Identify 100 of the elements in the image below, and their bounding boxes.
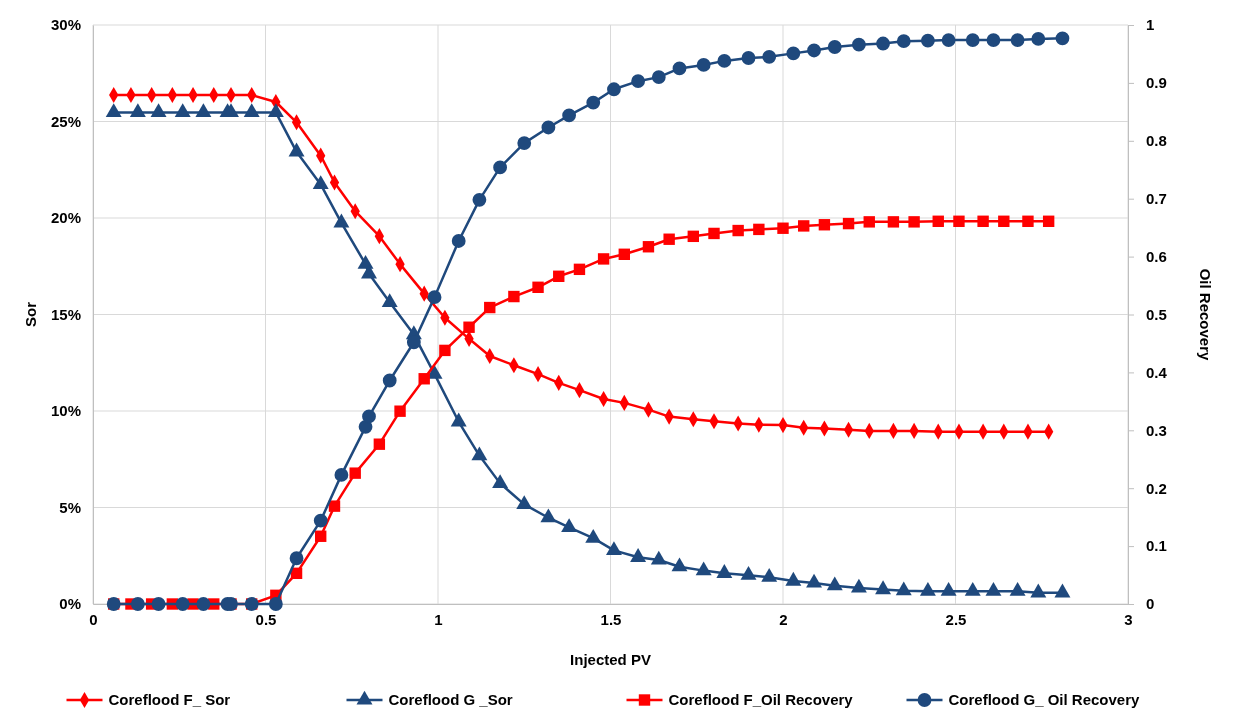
point <box>786 46 801 61</box>
point <box>919 582 936 596</box>
y2-tick-label: 0.8 <box>1146 132 1167 150</box>
y2-tick-label: 0.3 <box>1146 421 1167 439</box>
point <box>381 293 398 307</box>
point <box>842 217 855 230</box>
point <box>484 301 496 314</box>
point <box>151 597 166 611</box>
y-tick-label: 15% <box>50 305 81 323</box>
point <box>940 582 957 596</box>
point <box>373 438 386 450</box>
point <box>953 215 965 227</box>
y2-tick-label: 0.9 <box>1146 74 1167 92</box>
point <box>492 474 509 488</box>
point <box>1055 31 1070 46</box>
point <box>1054 583 1071 598</box>
point <box>471 446 488 461</box>
point <box>740 566 757 580</box>
point <box>562 108 577 123</box>
y-tick-label: 10% <box>50 402 81 420</box>
point <box>508 290 520 303</box>
point <box>920 33 935 48</box>
point <box>463 321 475 333</box>
point <box>672 61 687 76</box>
point <box>532 281 544 293</box>
point <box>827 40 842 54</box>
y-tick-label: 20% <box>50 209 81 227</box>
point <box>451 234 466 248</box>
point <box>965 33 980 47</box>
point <box>586 95 601 110</box>
point <box>328 500 341 512</box>
point <box>631 74 646 89</box>
point <box>517 136 532 151</box>
legend-label: Coreflood F_Oil Recovery <box>668 691 854 708</box>
point <box>777 222 789 234</box>
point <box>349 467 361 479</box>
y2-tick-label: 0.6 <box>1146 247 1167 265</box>
point <box>630 548 647 562</box>
x-tick-label: 3 <box>1124 610 1133 628</box>
point <box>618 248 630 260</box>
point <box>541 120 556 135</box>
point <box>650 550 667 565</box>
point <box>671 557 688 572</box>
point <box>826 576 843 591</box>
y2-tick-label: 0.7 <box>1146 190 1167 207</box>
point <box>687 230 699 243</box>
point <box>887 216 900 228</box>
point <box>717 54 732 68</box>
x-tick-label: 1 <box>434 610 443 628</box>
x-tick-label: 0 <box>89 610 98 628</box>
point <box>998 215 1010 227</box>
point <box>313 513 328 528</box>
point <box>394 405 406 417</box>
point <box>863 216 875 228</box>
y2-tick-label: 0.4 <box>1146 363 1168 381</box>
point <box>851 37 866 52</box>
point <box>450 412 467 427</box>
point <box>785 571 802 586</box>
point <box>761 567 778 582</box>
point <box>585 528 602 543</box>
legend-label: Coreflood G _Sor <box>388 691 513 708</box>
legend-label: Coreflood F_ Sor <box>108 691 231 708</box>
point <box>696 58 711 72</box>
y2-tick-label: 0.2 <box>1146 479 1167 497</box>
point <box>977 215 989 227</box>
point <box>315 530 327 542</box>
point <box>362 409 376 424</box>
point <box>695 561 712 576</box>
point <box>642 241 655 253</box>
point <box>741 51 756 65</box>
point <box>732 224 744 237</box>
point <box>876 36 890 51</box>
x-tick-label: 0.5 <box>255 610 277 628</box>
point <box>708 227 720 240</box>
point <box>516 495 533 510</box>
point <box>130 597 145 611</box>
point <box>908 216 920 228</box>
point <box>289 551 304 566</box>
y2-axis-title: Oil Recovery <box>1197 268 1214 362</box>
point <box>1009 582 1026 596</box>
y2-tick-label: 0.1 <box>1146 537 1167 555</box>
point <box>807 43 821 58</box>
point <box>932 215 944 227</box>
y-tick-label: 25% <box>50 112 81 130</box>
x-tick-label: 2 <box>779 610 788 628</box>
point <box>1010 33 1025 47</box>
legend-label: Coreflood G_ Oil Recovery <box>948 691 1141 708</box>
point <box>553 270 565 282</box>
point <box>806 573 823 588</box>
point <box>196 597 211 611</box>
point <box>986 33 1001 47</box>
point <box>941 33 956 47</box>
point <box>175 597 190 611</box>
point <box>896 34 911 49</box>
point <box>1030 583 1047 598</box>
y2-tick-label: 0.5 <box>1146 305 1167 323</box>
y2-tick-label: 1 <box>1146 16 1155 34</box>
point <box>798 220 810 232</box>
point <box>762 49 777 64</box>
point <box>753 223 765 236</box>
